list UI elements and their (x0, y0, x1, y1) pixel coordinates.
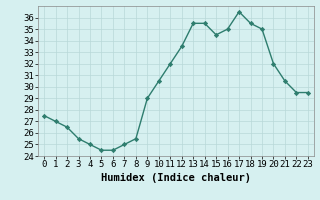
X-axis label: Humidex (Indice chaleur): Humidex (Indice chaleur) (101, 173, 251, 183)
